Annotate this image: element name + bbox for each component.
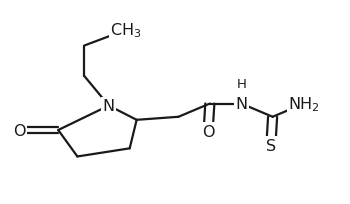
Text: NH$_2$: NH$_2$ [288, 95, 320, 113]
Text: N: N [103, 99, 115, 113]
Text: N: N [235, 96, 247, 112]
Text: O: O [14, 123, 26, 138]
Text: S: S [266, 138, 276, 153]
Text: CH$_3$: CH$_3$ [111, 21, 142, 40]
Text: O: O [202, 124, 214, 139]
Text: H: H [236, 77, 246, 90]
